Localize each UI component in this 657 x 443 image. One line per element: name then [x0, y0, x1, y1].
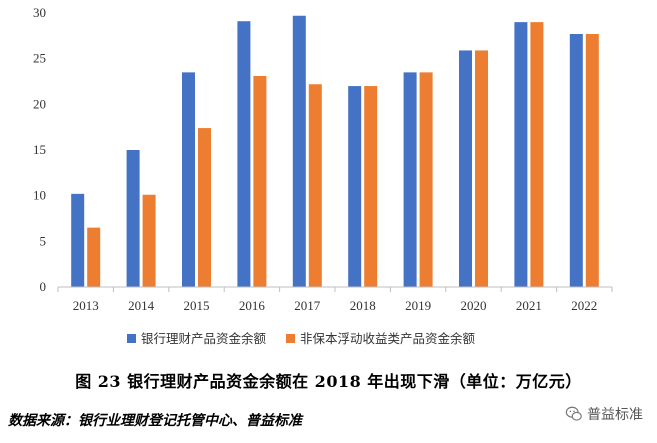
x-tick-label: 2015: [184, 298, 210, 313]
bar-series-2-2014: [142, 194, 156, 287]
bar-series-1-2015: [182, 72, 195, 287]
bar-series-1-2019: [403, 72, 417, 287]
bar-series-2-2022: [585, 34, 599, 287]
x-tick-label: 2021: [516, 298, 542, 313]
bar-series-2-2016: [253, 76, 267, 288]
bar-series-1-2018: [348, 86, 362, 287]
y-tick-label: 15: [33, 142, 46, 157]
bar-series-1-2017: [292, 15, 306, 288]
bars: [71, 15, 599, 288]
x-tick-label: 2017: [294, 298, 321, 313]
watermark: 普益标准: [565, 404, 643, 424]
bar-series-2-2019: [419, 72, 433, 287]
data-source: 数据来源：银行业理财登记托管中心、普益标准: [8, 413, 302, 429]
watermark-text: 普益标准: [587, 407, 643, 423]
legend-swatch-2: [286, 334, 296, 343]
bar-series-1-2014: [126, 150, 140, 287]
x-tick-label: 2018: [350, 298, 376, 313]
bar-series-2-2017: [308, 84, 322, 288]
x-tick-label: 2013: [73, 298, 99, 313]
bar-series-2-2018: [364, 86, 378, 287]
y-tick-label: 5: [40, 233, 47, 248]
bar-series-2-2013: [87, 227, 101, 287]
legend: 银行理财产品资金余额 非保本浮动收益类产品资金余额: [127, 331, 476, 346]
bar-series-2-2021: [530, 22, 544, 288]
y-tick-label: 10: [33, 188, 46, 203]
x-tick-label: 2014: [128, 298, 155, 313]
bar-series-2-2020: [475, 50, 488, 287]
legend-swatch-1: [127, 334, 136, 343]
legend-label-2: 非保本浮动收益类产品资金余额: [300, 331, 476, 346]
x-axis: 2013 2014 2015 2016 2017 2018 2019 2020 2021 2022: [57, 286, 613, 313]
y-tick-label: 25: [33, 51, 46, 66]
legend-label-1: 银行理财产品资金余额: [141, 331, 267, 346]
bar-series-1-2016: [237, 21, 251, 287]
figure-caption: 图 23 银行理财产品资金余额在 2018 年出现下滑（单位：万亿元）: [75, 372, 582, 391]
bar-series-1-2021: [514, 22, 528, 288]
y-axis: 0 5 10 15 20 25 30: [33, 5, 46, 294]
x-tick-label: 2016: [239, 298, 266, 313]
x-tick-label: 2022: [571, 298, 597, 313]
bar-series-2-2015: [198, 128, 211, 287]
bar-series-1-2022: [569, 34, 583, 287]
x-tick-label: 2019: [405, 298, 431, 313]
bar-series-1-2020: [459, 50, 472, 287]
y-tick-label: 30: [33, 5, 46, 20]
y-tick-label: 20: [33, 96, 46, 111]
wechat-icon: [565, 406, 582, 421]
bar-series-1-2013: [71, 193, 85, 287]
y-tick-label: 0: [40, 279, 47, 294]
x-tick-label: 2020: [461, 298, 487, 313]
